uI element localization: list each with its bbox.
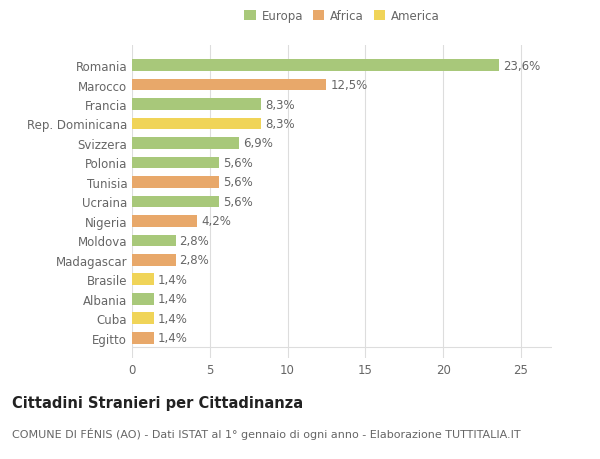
Bar xyxy=(132,274,154,285)
Bar xyxy=(132,138,239,150)
Text: 12,5%: 12,5% xyxy=(331,79,368,92)
Text: 2,8%: 2,8% xyxy=(179,235,209,247)
Text: 6,9%: 6,9% xyxy=(243,137,273,150)
Bar xyxy=(132,157,219,169)
Text: 5,6%: 5,6% xyxy=(223,157,253,169)
Text: COMUNE DI FÉNIS (AO) - Dati ISTAT al 1° gennaio di ogni anno - Elaborazione TUTT: COMUNE DI FÉNIS (AO) - Dati ISTAT al 1° … xyxy=(12,427,521,439)
Text: 8,3%: 8,3% xyxy=(265,118,295,131)
Bar xyxy=(132,196,219,208)
Bar xyxy=(132,332,154,344)
Bar xyxy=(132,293,154,305)
Text: 1,4%: 1,4% xyxy=(158,331,188,345)
Text: 2,8%: 2,8% xyxy=(179,254,209,267)
Text: 1,4%: 1,4% xyxy=(158,273,188,286)
Text: Cittadini Stranieri per Cittadinanza: Cittadini Stranieri per Cittadinanza xyxy=(12,395,303,410)
Legend: Europa, Africa, America: Europa, Africa, America xyxy=(242,8,442,26)
Bar xyxy=(132,177,219,188)
Bar xyxy=(132,60,499,72)
Bar xyxy=(132,79,326,91)
Bar xyxy=(132,313,154,325)
Text: 23,6%: 23,6% xyxy=(503,59,540,73)
Text: 8,3%: 8,3% xyxy=(265,98,295,111)
Text: 5,6%: 5,6% xyxy=(223,176,253,189)
Text: 1,4%: 1,4% xyxy=(158,293,188,306)
Bar xyxy=(132,254,176,266)
Bar xyxy=(132,235,176,246)
Bar xyxy=(132,216,197,227)
Bar xyxy=(132,118,261,130)
Text: 5,6%: 5,6% xyxy=(223,196,253,208)
Text: 4,2%: 4,2% xyxy=(201,215,231,228)
Bar xyxy=(132,99,261,111)
Text: 1,4%: 1,4% xyxy=(158,312,188,325)
